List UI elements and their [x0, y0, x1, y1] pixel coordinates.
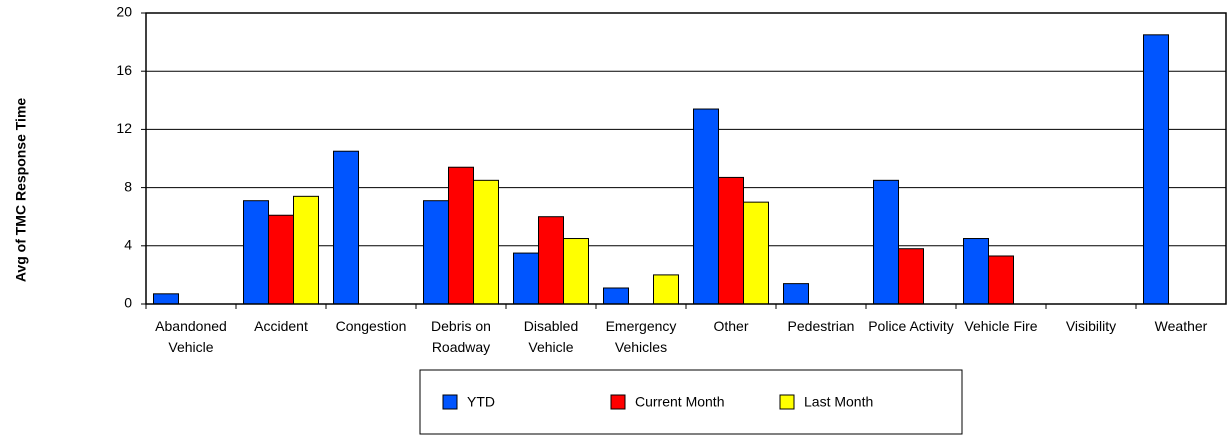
bar: [743, 201, 769, 305]
bar: [1143, 34, 1169, 305]
bar: [473, 179, 499, 305]
y-tick-label: 16: [116, 62, 132, 78]
y-tick-label: 12: [116, 120, 132, 136]
bar: [563, 238, 589, 305]
bar: [693, 108, 719, 305]
legend-label: Last Month: [804, 394, 873, 410]
x-tick-label: Debris on Roadway: [431, 318, 491, 355]
x-tick-label: Visibility: [1065, 318, 1117, 334]
bar: [963, 238, 989, 305]
bar: [243, 200, 269, 305]
x-tick-label: Emergency Vehicles: [605, 318, 677, 355]
bar: [448, 166, 474, 305]
plot-border: [145, 12, 1227, 305]
bar: [873, 179, 899, 305]
y-tick-label: 20: [116, 4, 132, 20]
legend-swatch: [610, 394, 626, 410]
legend-swatch: [779, 394, 795, 410]
legend-box: [419, 369, 963, 435]
y-tick-label: 0: [124, 295, 132, 311]
x-tick-label: Vehicle Fire: [964, 318, 1038, 334]
x-tick-label: Police Activity: [868, 318, 954, 334]
bar: [513, 252, 539, 305]
x-tick-label: Abandoned Vehicle: [155, 318, 227, 355]
y-axis-label: Avg of TMC Response Time: [13, 98, 29, 283]
bar: [898, 248, 924, 305]
x-tick-label: Accident: [254, 318, 308, 334]
bar: [718, 176, 744, 305]
bar: [153, 293, 179, 305]
y-tick-label: 8: [124, 178, 132, 194]
bar: [653, 274, 679, 305]
legend-label: Current Month: [635, 394, 724, 410]
legend-label: YTD: [467, 394, 495, 410]
x-tick-label: Other: [713, 318, 749, 334]
x-tick-label: Congestion: [335, 318, 407, 334]
x-tick-label: Pedestrian: [787, 318, 855, 334]
y-tick-label: 4: [124, 237, 132, 253]
bar: [423, 200, 449, 305]
bar: [988, 255, 1014, 305]
bar: [268, 214, 294, 305]
bar: [603, 287, 629, 305]
bar: [783, 283, 809, 305]
bar: [538, 216, 564, 305]
x-tick-label: Disabled Vehicle: [523, 318, 579, 355]
legend-swatch: [442, 394, 458, 410]
x-tick-label: Weather: [1154, 318, 1208, 334]
bar: [333, 150, 359, 305]
bar: [293, 195, 319, 305]
